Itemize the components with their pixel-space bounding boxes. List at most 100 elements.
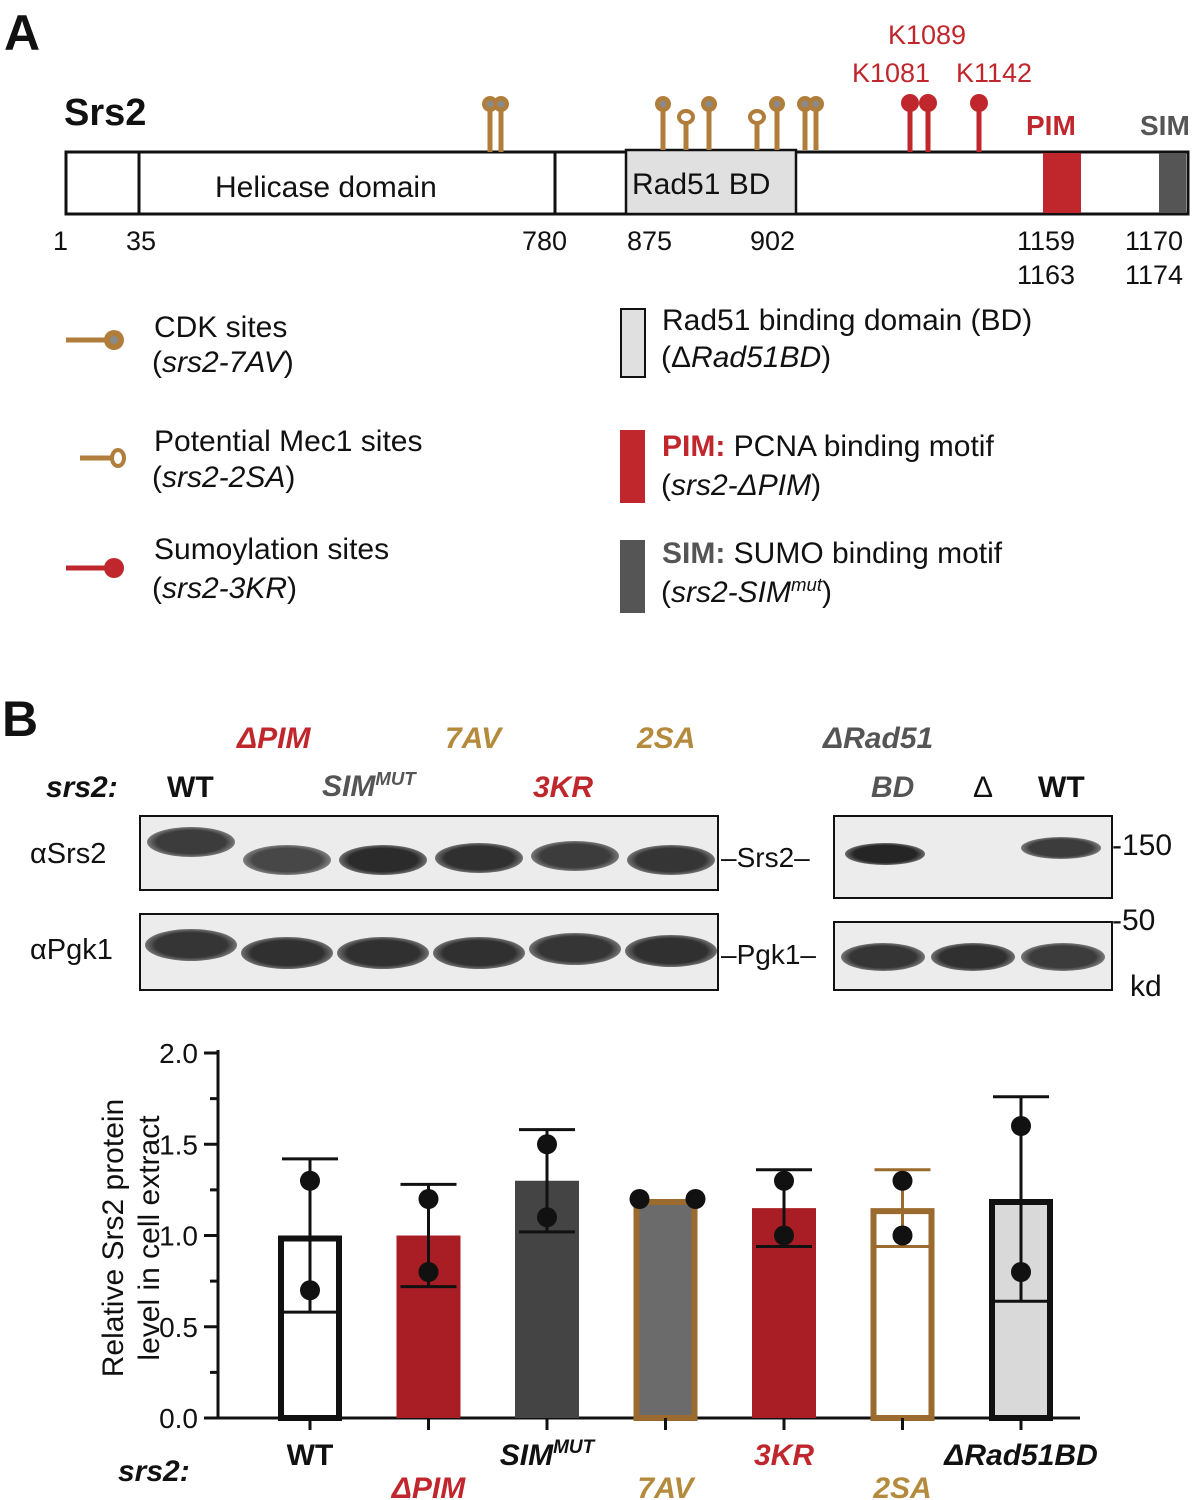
- y-tick-label: 1.5: [159, 1129, 198, 1160]
- srs2-label-blot: srs2:: [46, 771, 118, 804]
- legend-mec1-title: Potential Mec1 sites: [154, 425, 423, 458]
- chart-ylabel-line1: Relative Srs2 protein: [97, 1098, 130, 1378]
- sim-motif: [1159, 153, 1186, 213]
- lane-label-wt: WT: [167, 771, 214, 804]
- legend-pim-swatch: [620, 430, 645, 503]
- lane-label-3kr: 3KR: [533, 771, 594, 804]
- x-category-label: ΔPIM: [391, 1472, 466, 1500]
- protein-name: Srs2: [64, 92, 147, 134]
- lane-label-drad51-line2: BD: [871, 771, 915, 804]
- y-tick-label: 0.0: [159, 1403, 198, 1434]
- data-point: [537, 1134, 557, 1155]
- pim-motif: [1043, 153, 1081, 213]
- legend-sumo-allele-text: srs2-3KR: [162, 572, 288, 605]
- lysine-label-k1142: K1142: [956, 58, 1033, 88]
- mw-marker-150-text: 150: [1122, 829, 1173, 862]
- protein-marker-srs2: –Srs2–: [721, 842, 810, 873]
- sim-position-end: 1174: [1125, 260, 1184, 290]
- blot-pgk1-right: [833, 921, 1113, 991]
- panel-a-letter: A: [4, 5, 41, 61]
- x-category-label: 7AV: [637, 1472, 696, 1500]
- x-category-label: WT: [287, 1439, 334, 1472]
- legend-mec1-allele-text: srs2-2SA: [162, 461, 286, 494]
- band: [841, 943, 925, 971]
- y-tick-label: 2.0: [159, 1038, 198, 1069]
- legend-rad51bd-allele-text: Rad51BD: [691, 341, 822, 374]
- position-902: 902: [750, 226, 796, 256]
- pim-label: PIM: [1026, 110, 1076, 141]
- pim-position-start: 1159: [1017, 226, 1076, 256]
- legend-sim-bold: SIM:: [662, 537, 726, 570]
- band: [1021, 837, 1101, 859]
- position-780: 780: [522, 226, 568, 256]
- panel-b-letter: B: [2, 691, 39, 747]
- legend-pim-allele-text: srs2-ΔPIM: [671, 469, 812, 502]
- mec1-site-markers: [677, 109, 766, 150]
- legend-mec1-allele: (srs2-2SA): [152, 461, 296, 494]
- legend-sim-title: SIM: SUMO binding motif: [662, 539, 1002, 569]
- lane-label-2sa: 2SA: [637, 722, 696, 755]
- helicase-domain: [137, 150, 557, 216]
- sim-label: SIM: [1140, 110, 1190, 141]
- bar: [633, 1199, 698, 1421]
- band: [337, 937, 429, 969]
- helicase-domain-label: Helicase domain: [215, 171, 437, 204]
- lane-label-simmut-text: SIM: [322, 770, 376, 803]
- lysine-label-k1089: K1089: [888, 20, 967, 50]
- data-point: [418, 1262, 439, 1282]
- band: [241, 937, 333, 969]
- legend-sumo-title: Sumoylation sites: [154, 533, 390, 566]
- legend-sim-allele-text: srs2-SIM: [671, 576, 791, 609]
- data-point: [537, 1207, 557, 1228]
- band: [243, 845, 331, 875]
- legend-pim-title: PIM: PCNA binding motif: [662, 432, 994, 462]
- legend-sim-allele-sup: mut: [791, 574, 822, 595]
- position-875: 875: [627, 226, 673, 256]
- legend-sumo-icon: [66, 558, 124, 578]
- chart-x-prefix: srs2:: [118, 1455, 190, 1488]
- sumo-site-markers: [901, 94, 988, 152]
- band: [529, 933, 621, 965]
- mw-marker-150: -150: [1112, 829, 1173, 862]
- x-category-label: 2SA: [872, 1472, 931, 1500]
- legend-icons: [66, 330, 126, 578]
- blot-srs2-right: [833, 815, 1113, 899]
- legend-rad51bd-title: Rad51 binding domain (BD): [662, 304, 1033, 337]
- chart-ylabel: Relative Srs2 protein level in cell extr…: [96, 1099, 168, 1377]
- antibody-srs2: αSrs2: [30, 838, 107, 870]
- band: [339, 845, 427, 875]
- legend-cdk-icon: [66, 330, 124, 350]
- mw-unit: kd: [1130, 970, 1162, 1003]
- lysine-label-k1081: K1081: [852, 58, 931, 88]
- legend-sim-swatch: [620, 540, 645, 613]
- y-tick-label: 0.5: [159, 1312, 198, 1343]
- data-point: [418, 1189, 439, 1209]
- legend-mec1-icon: [80, 448, 126, 468]
- lane-label-simmut-sup: MUT: [375, 768, 416, 789]
- band: [627, 845, 715, 875]
- pim-position-end: 1163: [1017, 260, 1076, 290]
- antibody-pgk1: αPgk1: [30, 934, 113, 966]
- blot-pgk1-left: [139, 913, 719, 991]
- legend-cdk-allele: (srs2-7AV): [152, 346, 294, 379]
- lane-label-7av: 7AV: [445, 722, 502, 755]
- legend-pim-bold: PIM:: [662, 430, 726, 463]
- bar-chart: 0.0 0.5 1.0 1.5 2.0 WT ΔPIM SIMMUT 7AV 3KR 2SA ΔRad…: [159, 1038, 1098, 1500]
- lane-label-drad51-line1: ΔRad51: [823, 722, 934, 755]
- band: [1021, 943, 1105, 971]
- cdk-site-markers: [482, 96, 824, 152]
- band: [145, 929, 237, 961]
- band: [433, 937, 525, 969]
- data-point: [892, 1170, 913, 1191]
- rad51-bd-label: Rad51 BD: [632, 168, 771, 201]
- y-tick-label: 1.0: [159, 1221, 198, 1252]
- lane-label-dpim: ΔPIM: [237, 722, 311, 755]
- sim-position-start: 1170: [1125, 226, 1184, 256]
- data-point: [774, 1225, 794, 1246]
- x-category-label: SIMMUT: [500, 1437, 596, 1472]
- blot-srs2-left: [139, 815, 719, 891]
- band: [845, 843, 925, 865]
- domain-diagram: [64, 94, 1190, 216]
- data-point: [300, 1170, 320, 1191]
- protein-marker-pgk1-text: Pgk1: [736, 939, 801, 970]
